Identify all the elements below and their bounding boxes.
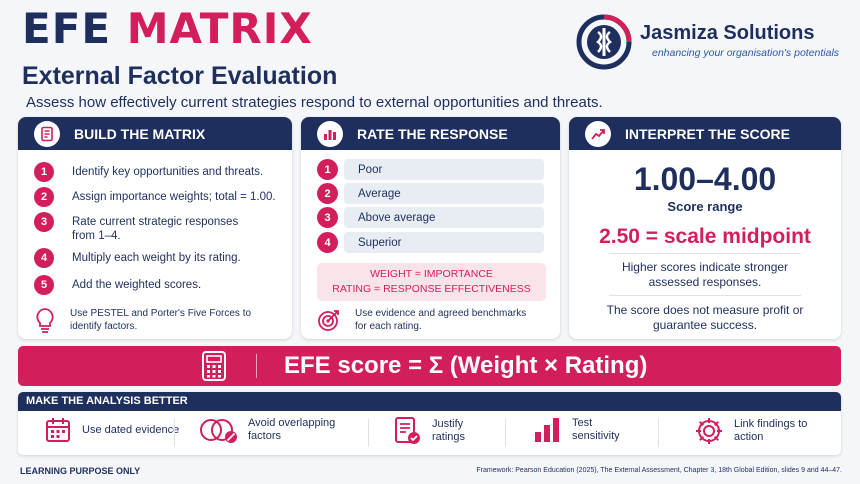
tip-text: Justify ratings xyxy=(432,418,466,443)
tip-text: Use dated evidence xyxy=(82,423,180,436)
bar-chart-icon xyxy=(535,418,559,442)
rating-number: 1 xyxy=(317,159,338,180)
calendar-icon xyxy=(46,418,70,442)
divider xyxy=(609,253,801,254)
rate-response-header: RATE THE RESPONSE xyxy=(301,117,560,150)
build-step-3: 3 Rate current strategic responses from … xyxy=(34,212,252,243)
rating-level-3: 3 Above average xyxy=(317,207,544,228)
build-hint: Use PESTEL and Porter's Five Forces to i… xyxy=(34,307,260,333)
tip-justify-ratings: Justify ratings xyxy=(392,416,482,446)
banner-divider xyxy=(256,354,257,378)
rating-label: Superior xyxy=(344,232,544,253)
rating-number: 2 xyxy=(317,183,338,204)
analysis-tips-panel: MAKE THE ANALYSIS BETTER Use dated evide… xyxy=(18,392,841,455)
document-icon xyxy=(34,120,60,147)
divider xyxy=(609,295,801,296)
weight-definition: WEIGHT = IMPORTANCE xyxy=(370,268,493,280)
step-number: 2 xyxy=(34,187,54,207)
tip-link-findings: Link findings to action xyxy=(694,416,814,446)
build-step-5: 5 Add the weighted scores. xyxy=(34,275,282,295)
step-text: Rate current strategic responses from 1–… xyxy=(72,216,239,242)
step-number: 4 xyxy=(34,248,54,268)
calculator-icon xyxy=(202,351,226,381)
score-range-label: Score range xyxy=(667,199,743,214)
gear-icon xyxy=(696,418,722,444)
tip-text: Avoid overlapping factors xyxy=(248,417,336,442)
title-efe: EFE xyxy=(22,4,112,53)
rate-hint: Use evidence and agreed benchmarks for e… xyxy=(317,307,540,333)
efe-formula: EFE score = Σ (Weight × Rating) xyxy=(284,352,648,379)
rating-label: Above average xyxy=(344,207,544,228)
page-subtitle: External Factor Evaluation xyxy=(22,62,338,90)
page-description: Assess how effectively current strategie… xyxy=(26,94,603,111)
build-step-4: 4 Multiply each weight by its rating. xyxy=(34,248,282,268)
learning-purpose-note: LEARNING PURPOSE ONLY xyxy=(20,466,141,476)
scale-midpoint: 2.50 = scale midpoint xyxy=(599,225,811,248)
tip-divider xyxy=(368,419,369,447)
analysis-tips-title: MAKE THE ANALYSIS BETTER xyxy=(18,392,841,411)
rate-hint-text: Use evidence and agreed benchmarks for e… xyxy=(355,308,527,332)
bar-chart-icon xyxy=(317,120,343,147)
rating-label: Poor xyxy=(344,159,544,180)
build-hint-text: Use PESTEL and Porter's Five Forces to i… xyxy=(70,308,252,332)
build-matrix-header: BUILD THE MATRIX xyxy=(18,117,292,150)
tip-divider xyxy=(174,419,175,447)
brand-logo-icon xyxy=(576,14,632,70)
tip-test-sensitivity: Test sensitivity xyxy=(532,416,632,444)
step-number: 1 xyxy=(34,162,54,182)
rating-level-1: 1 Poor xyxy=(317,159,544,180)
step-text: Add the weighted scores. xyxy=(72,279,202,291)
brand-name: Jasmiza Solutions xyxy=(640,22,815,44)
trend-up-icon xyxy=(585,120,611,147)
rating-label: Average xyxy=(344,183,544,204)
page-title: EFE MATRIX xyxy=(22,4,313,54)
tip-text: Link findings to action xyxy=(734,418,808,443)
rate-response-title: RATE THE RESPONSE xyxy=(357,125,508,142)
brand-tagline: enhancing your organisation's potentials xyxy=(652,47,840,59)
higher-scores-note: Higher scores indicate stronger assessed… xyxy=(621,260,789,289)
efe-formula-banner: EFE score = Σ (Weight × Rating) xyxy=(18,346,841,386)
score-limitation-note: The score does not measure profit or gua… xyxy=(606,303,804,332)
interpret-score-title: INTERPRET THE SCORE xyxy=(625,125,790,142)
title-matrix: MATRIX xyxy=(126,4,313,53)
target-icon xyxy=(318,310,339,331)
rating-level-2: 2 Average xyxy=(317,183,544,204)
rate-response-panel: RATE THE RESPONSE 1 Poor 2 Average 3 Abo… xyxy=(301,117,560,339)
step-text: Multiply each weight by its rating. xyxy=(72,252,241,264)
tip-text: Test sensitivity xyxy=(572,417,620,442)
document-check-icon xyxy=(395,417,420,444)
rating-number: 3 xyxy=(317,207,338,228)
step-text: Assign importance weights; total = 1.00. xyxy=(72,191,276,203)
rating-definition: RATING = RESPONSE EFFECTIVENESS xyxy=(332,283,531,295)
rating-level-4: 4 Superior xyxy=(317,232,544,253)
weight-rating-definition: WEIGHT = IMPORTANCE RATING = RESPONSE EF… xyxy=(317,263,546,301)
build-matrix-title: BUILD THE MATRIX xyxy=(74,125,206,142)
tip-divider xyxy=(658,419,659,447)
step-text: Identify key opportunities and threats. xyxy=(72,166,264,178)
step-number: 5 xyxy=(34,275,54,295)
step-number: 3 xyxy=(34,212,54,232)
build-matrix-panel: BUILD THE MATRIX 1 Identify key opportun… xyxy=(18,117,292,339)
framework-citation: Framework: Pearson Education (2025), The… xyxy=(476,467,842,474)
overlap-circles-icon xyxy=(200,419,237,443)
rating-number: 4 xyxy=(317,232,338,253)
interpret-score-header: INTERPRET THE SCORE xyxy=(569,117,841,150)
score-range-value: 1.00–4.00 xyxy=(633,161,777,197)
build-step-1: 1 Identify key opportunities and threats… xyxy=(34,162,282,182)
build-step-2: 2 Assign importance weights; total = 1.0… xyxy=(34,187,282,207)
tip-overlapping-factors: Avoid overlapping factors xyxy=(198,416,348,444)
interpret-score-panel: INTERPRET THE SCORE 1.00–4.00 Score rang… xyxy=(569,117,841,339)
lightbulb-icon xyxy=(36,308,54,333)
tip-divider xyxy=(505,419,506,447)
tip-dated-evidence: Use dated evidence xyxy=(44,416,179,444)
